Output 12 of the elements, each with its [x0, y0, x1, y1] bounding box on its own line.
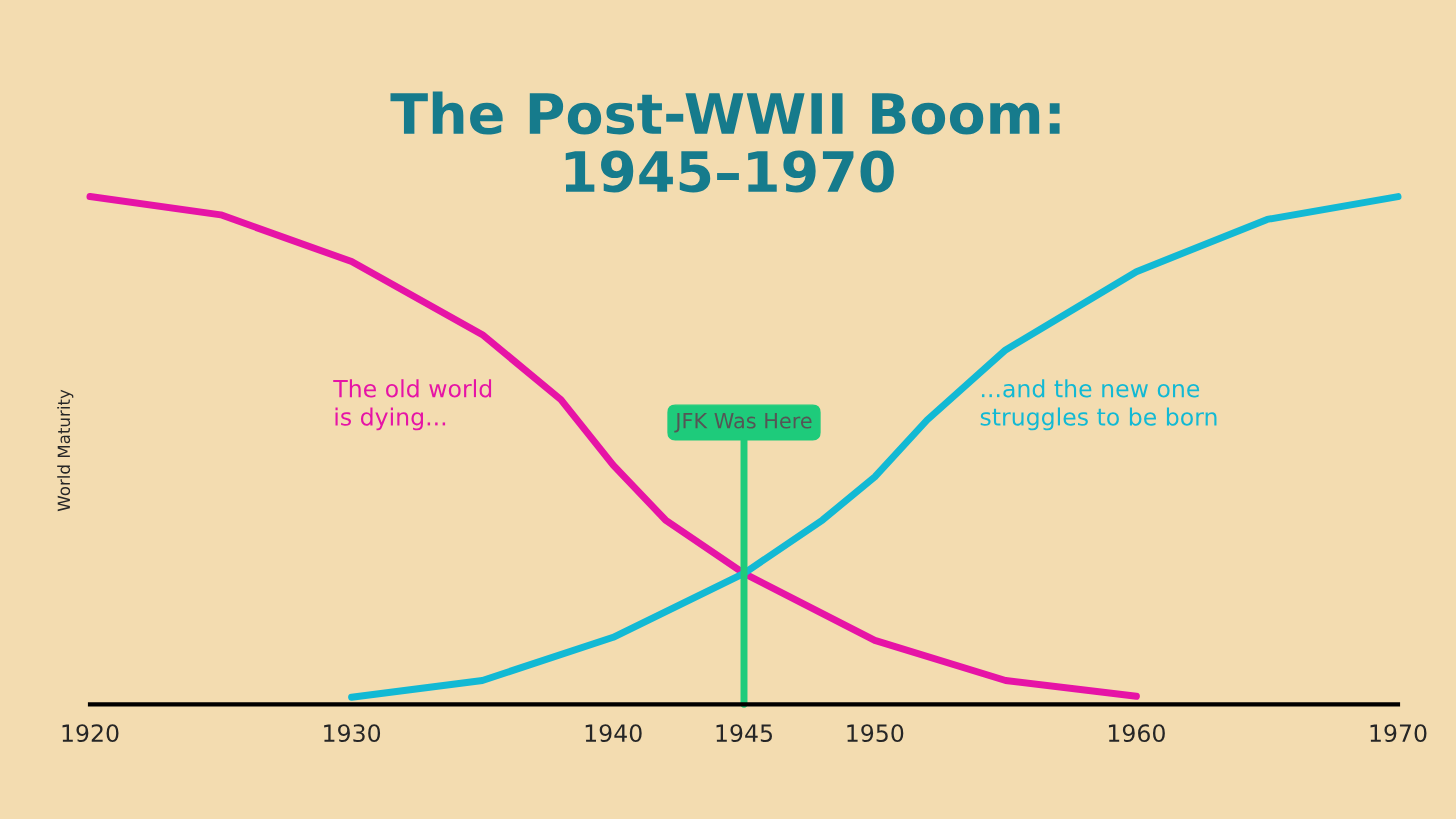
annotation: ...and the new one struggles to be born — [980, 379, 1217, 431]
x-tick-label: 1970 — [1370, 724, 1427, 743]
x-tick-label: 1940 — [585, 724, 642, 743]
y-axis-title: World Maturity — [57, 389, 74, 512]
annotation: The old world is dying... — [333, 379, 492, 431]
chart-title: The Post-WWII Boom: 1945–1970 — [390, 91, 1060, 193]
x-tick-label: 1960 — [1108, 724, 1165, 743]
x-tick-label: 1930 — [324, 724, 381, 743]
x-tick-label: 1950 — [847, 724, 904, 743]
x-tick-label: 1945 — [716, 724, 772, 743]
ref-line-label: JFK Was Here — [674, 413, 812, 433]
x-tick-label: 1920 — [62, 724, 119, 743]
